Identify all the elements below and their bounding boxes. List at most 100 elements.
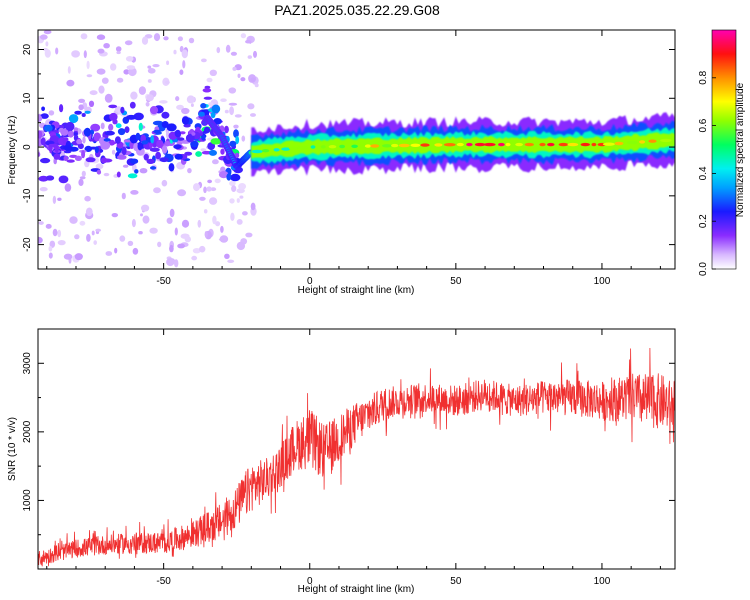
- heatmap-blob: [60, 128, 69, 136]
- heatmap-blob: [226, 173, 232, 181]
- heatmap-speck: [147, 79, 152, 83]
- heatmap-blob: [127, 173, 138, 179]
- heatmap-speck: [165, 130, 170, 139]
- heatmap-blob: [220, 148, 225, 155]
- heatmap-blob: [152, 120, 164, 126]
- heatmap-blob: [137, 141, 143, 151]
- heatmap-speck: [116, 51, 121, 55]
- heatmap-speck: [176, 104, 184, 110]
- heatmap-speck: [219, 235, 229, 243]
- heatmap-speck: [48, 110, 55, 116]
- snr-y-tick-label: 2000: [22, 420, 33, 443]
- heatmap-blob: [38, 115, 43, 122]
- heatmap-speck: [228, 102, 238, 106]
- heatmap-peak: [627, 140, 638, 145]
- heatmap-speck: [238, 183, 247, 190]
- heatmap-speck: [81, 170, 86, 177]
- heatmap-speck: [245, 232, 253, 238]
- heatmap-blob: [117, 128, 126, 136]
- heatmap-speck: [215, 221, 221, 227]
- heatmap-peak: [580, 142, 590, 147]
- heatmap-blob: [59, 104, 64, 113]
- heatmap-blob: [74, 110, 82, 115]
- heatmap-speck: [236, 198, 240, 203]
- heatmap-blob: [235, 135, 240, 145]
- heatmap-blob: [135, 132, 141, 141]
- heatmap-speck: [236, 219, 243, 225]
- heatmap-blob: [153, 129, 161, 134]
- heatmap-speck: [161, 179, 168, 187]
- heatmap-speck: [229, 198, 235, 204]
- heatmap-speck: [166, 258, 175, 267]
- heatmap-blob: [115, 123, 122, 129]
- heatmap-speck: [78, 178, 84, 186]
- heatmap-blob: [177, 137, 185, 141]
- heatmap-speck: [95, 163, 104, 170]
- heatmap-blob: [81, 113, 86, 117]
- heatmap-blob: [211, 104, 221, 114]
- heatmap-blob: [156, 139, 164, 149]
- heatmap-speck: [38, 221, 44, 225]
- heatmap-blob: [134, 169, 139, 174]
- heatmap-blob: [173, 144, 182, 150]
- heatmap-blob: [43, 124, 53, 132]
- heatmap-speck: [64, 183, 72, 192]
- heatmap-peak: [466, 142, 473, 147]
- heatmap-speck: [142, 215, 150, 224]
- heatmap-peak: [648, 139, 657, 143]
- heatmap-speck: [224, 253, 230, 259]
- heatmap-speck: [39, 187, 48, 192]
- heatmap-speck: [96, 34, 106, 40]
- spectrogram-y-tick-label: 20: [22, 44, 33, 56]
- heatmap-speck: [96, 68, 106, 75]
- heatmap-speck: [121, 192, 126, 200]
- heatmap-speck: [71, 50, 80, 58]
- heatmap-speck: [216, 47, 221, 54]
- heatmap-speck: [147, 65, 152, 69]
- heatmap-speck: [153, 33, 161, 42]
- heatmap-peak: [382, 144, 392, 148]
- heatmap-peak: [328, 145, 337, 149]
- colorbar-tick-label: 0.2: [698, 214, 709, 228]
- heatmap-blob: [40, 157, 51, 164]
- heatmap-peak: [281, 147, 291, 151]
- heatmap-speck: [232, 66, 237, 71]
- heatmap-speck: [85, 207, 93, 217]
- heatmap-speck: [207, 179, 213, 184]
- heatmap-blob: [161, 145, 168, 154]
- heatmap-blob: [58, 175, 69, 184]
- heatmap-speck: [174, 227, 178, 236]
- heatmap-blob: [150, 166, 157, 170]
- spectrogram-heatmap: [38, 30, 675, 268]
- heatmap-speck: [181, 49, 188, 59]
- heatmap-speck: [145, 102, 150, 107]
- heatmap-blob: [229, 140, 237, 147]
- heatmap-speck: [254, 83, 259, 88]
- heatmap-blob: [198, 111, 206, 117]
- colorbar-tick-label: 0.6: [698, 118, 709, 132]
- heatmap-blob: [114, 136, 121, 144]
- heatmap-speck: [110, 63, 117, 71]
- heatmap-blob: [108, 123, 114, 131]
- heatmap-speck: [140, 213, 143, 217]
- heatmap-speck: [186, 95, 195, 104]
- colorbar-tick-label: 0.0: [698, 262, 709, 276]
- heatmap-speck: [98, 85, 105, 94]
- heatmap-blob: [207, 142, 216, 151]
- heatmap-speck: [83, 50, 87, 59]
- heatmap-speck: [122, 164, 129, 168]
- snr-y-tick-label: 3000: [22, 352, 33, 375]
- heatmap-speck: [227, 259, 235, 263]
- colorbar-label: Normalized spectral amplitude: [735, 82, 746, 217]
- heatmap-speck: [177, 243, 186, 249]
- heatmap-speck: [230, 212, 235, 221]
- heatmap-speck: [173, 49, 177, 55]
- heatmap-blob: [130, 158, 139, 164]
- snr-x-tick-label: 100: [594, 576, 611, 587]
- heatmap-speck: [220, 98, 227, 102]
- heatmap-speck: [86, 60, 90, 70]
- heatmap-speck: [78, 104, 84, 111]
- heatmap-speck: [105, 251, 113, 256]
- heatmap-speck: [225, 44, 231, 53]
- heatmap-speck: [250, 77, 256, 82]
